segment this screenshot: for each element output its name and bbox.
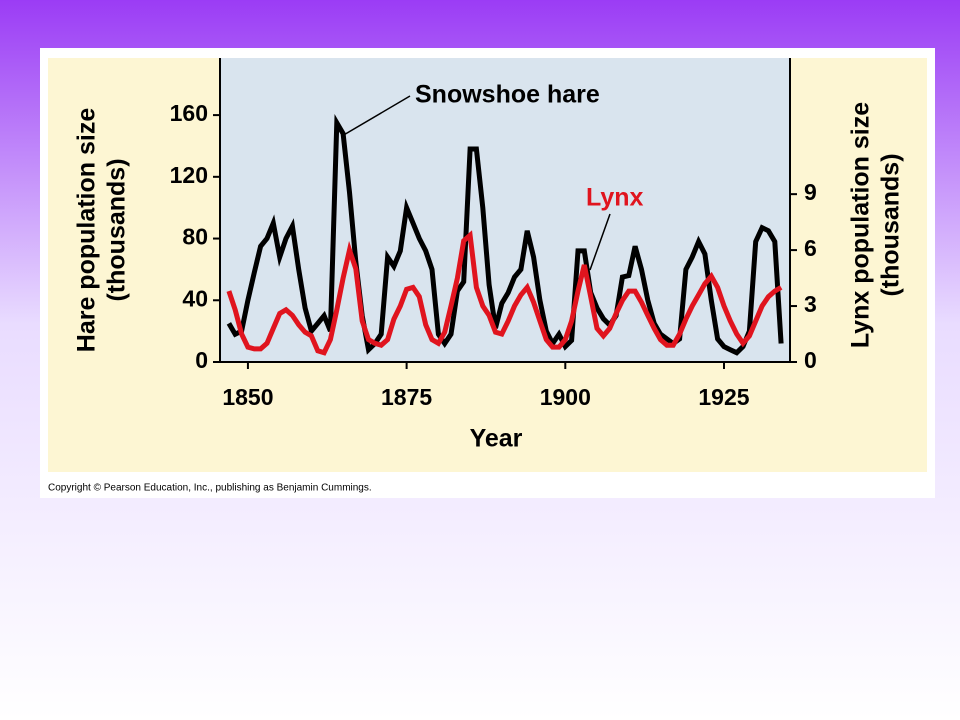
y2-axis-label: Lynx population size <box>847 102 875 348</box>
plot-area <box>220 58 790 362</box>
y2-tick-label: 3 <box>804 291 817 317</box>
axes: 0 40 80 120 160 0 3 6 9 1850 1875 1900 1925 <box>170 58 817 410</box>
y-tick-label: 80 <box>182 224 208 250</box>
footer: Copyright © Pearson Education, Inc., pub… <box>48 483 372 494</box>
x-tick-label: 1850 <box>222 384 273 410</box>
series-label: Lynx <box>586 184 644 212</box>
series-line <box>226 114 784 356</box>
y2-tick-label: 6 <box>804 235 817 261</box>
series-lines <box>226 114 784 356</box>
y-tick-label: 120 <box>170 162 208 188</box>
y-tick-label: 40 <box>182 285 208 311</box>
x-axis-label: Year <box>470 425 523 453</box>
x-tick-label: 1875 <box>381 384 432 410</box>
y-tick-label: 160 <box>170 100 208 126</box>
y2-axis-label: (thousands) <box>877 153 905 296</box>
y-tick-label: 0 <box>195 347 208 373</box>
series-line <box>226 230 783 356</box>
y-axis-label: Hare population size <box>73 108 101 353</box>
x-tick-label: 1925 <box>698 384 749 410</box>
y2-tick-label: 0 <box>804 347 817 373</box>
series-label: Snowshoe hare <box>415 81 600 109</box>
y-axis-label: (thousands) <box>103 158 131 301</box>
annotation-arrow <box>341 95 411 137</box>
annotation-arrow <box>589 213 611 271</box>
y2-tick-label: 9 <box>804 179 817 205</box>
x-tick-label: 1900 <box>540 384 591 410</box>
